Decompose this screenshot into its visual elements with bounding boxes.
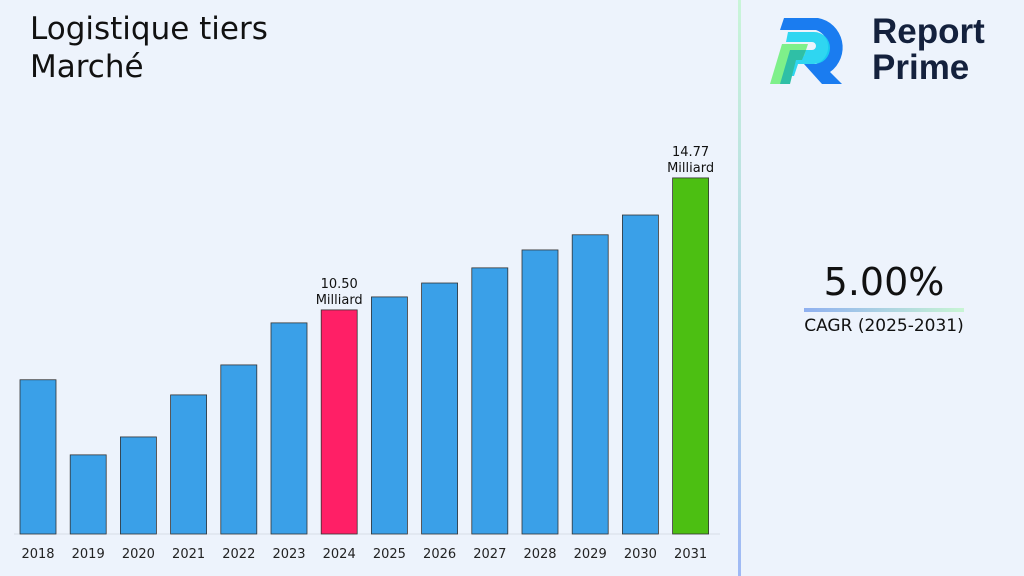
data-label-unit: Milliard: [667, 161, 714, 176]
logo-text: Report Prime: [872, 14, 985, 86]
report-prime-logo: Report Prime: [768, 14, 1018, 90]
chart-title: Logistique tiers Marché: [30, 10, 268, 86]
x-tick-label: 2022: [222, 547, 255, 562]
cagr-underline: [804, 308, 964, 312]
x-tick-label: 2031: [674, 547, 707, 562]
data-label-unit: Milliard: [316, 293, 363, 308]
x-tick-label: 2026: [423, 547, 456, 562]
bar-2018: [19, 379, 57, 535]
bar-2021: [170, 394, 208, 535]
logo-line-2: Prime: [872, 48, 970, 87]
data-label-value: 10.50: [321, 277, 358, 292]
bar-2029: [571, 234, 609, 535]
bar-2027: [471, 267, 509, 535]
x-tick-label: 2019: [72, 547, 105, 562]
cagr-label: CAGR (2025-2031): [804, 316, 964, 336]
bar-chart: 2018 2019 2020 2021 2022 2023 2024 2025 2026 2027…: [14, 145, 720, 562]
bar-2023: [270, 322, 308, 535]
x-tick-label: 2020: [122, 547, 155, 562]
bar-2025: [370, 296, 408, 535]
title-line-1: Logistique tiers: [30, 11, 268, 47]
x-tick-label: 2023: [272, 547, 305, 562]
x-tick-label: 2024: [323, 547, 356, 562]
data-label-value: 14.77: [672, 145, 709, 160]
bar-2028: [521, 249, 559, 535]
cagr-value: 5.00%: [823, 260, 945, 304]
logo-line-1: Report: [872, 12, 985, 51]
title-line-2: Marché: [30, 49, 144, 85]
bar-2022: [220, 364, 258, 535]
bar-2019: [69, 454, 107, 535]
x-tick-label: 2028: [523, 547, 556, 562]
bar-2024: [320, 309, 358, 535]
x-tick-label: 2025: [373, 547, 406, 562]
x-tick-label: 2027: [473, 547, 506, 562]
bar-2020: [120, 436, 157, 535]
bar-2026: [421, 282, 459, 535]
bar-2031: [672, 177, 709, 535]
logo-r-icon: [770, 18, 843, 84]
x-tick-label: 2029: [574, 547, 607, 562]
x-tick-label: 2030: [624, 547, 657, 562]
x-tick-label: 2021: [172, 547, 205, 562]
divider: [738, 0, 741, 576]
x-tick-label: 2018: [21, 547, 54, 562]
bar-2030: [622, 214, 659, 535]
